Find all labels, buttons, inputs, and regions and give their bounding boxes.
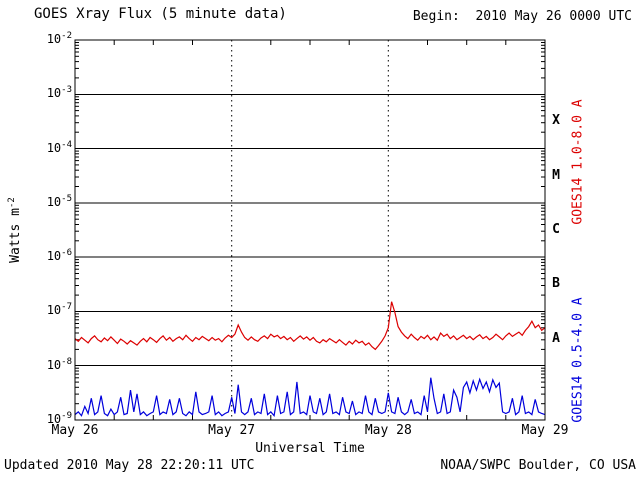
y-axis-title: Watts m-2 (7, 197, 23, 263)
x-tick-label: May 26 (51, 423, 99, 438)
flare-class-label: C (552, 222, 560, 237)
flare-class-label: M (552, 167, 560, 183)
y-axis-title-base: Watts m (8, 208, 24, 263)
x-tick-label: May 27 (208, 423, 256, 438)
y-tick-label: 10-6 (46, 248, 72, 264)
flare-class-label: X (552, 113, 560, 129)
begin-timestamp: Begin: 2010 May 26 0000 UTC (412, 9, 632, 24)
series-label-long-channel: GOES14 1.0-8.0 A (570, 99, 586, 225)
y-tick-label: 10-9 (46, 411, 72, 426)
x-axis-title: Universal Time (255, 441, 365, 456)
series-label-short-channel: GOES14 0.5-4.0 A (570, 297, 586, 423)
y-tick-label: 10-2 (46, 31, 72, 46)
updated-timestamp: Updated 2010 May 28 22:20:11 UTC (4, 458, 255, 473)
y-tick-label: 10-7 (46, 302, 72, 318)
y-tick-label: 10-8 (46, 356, 72, 372)
y-axis-title-exponent: -2 (6, 197, 17, 209)
y-tick-label: 10-5 (46, 193, 72, 209)
x-tick-label: May 28 (364, 423, 412, 438)
flare-class-label: B (552, 276, 560, 292)
flare-class-label: A (552, 330, 560, 346)
credit-text: NOAA/SWPC Boulder, CO USA (440, 458, 636, 473)
y-tick-label: 10-3 (46, 85, 72, 101)
chart-title: GOES Xray Flux (5 minute data) (34, 6, 287, 22)
y-tick-label: 10-4 (46, 139, 72, 155)
x-tick-label: May 29 (521, 423, 569, 438)
